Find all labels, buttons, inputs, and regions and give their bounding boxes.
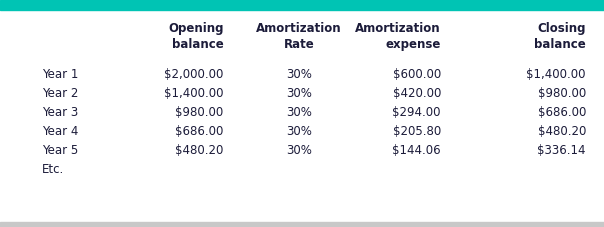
Text: Amortization
expense: Amortization expense xyxy=(355,22,441,51)
Text: Etc.: Etc. xyxy=(42,163,65,176)
Text: 30%: 30% xyxy=(286,125,312,138)
Text: Year 2: Year 2 xyxy=(42,87,79,100)
Text: $1,400.00: $1,400.00 xyxy=(526,68,586,81)
Text: Year 5: Year 5 xyxy=(42,144,79,157)
Text: Year 1: Year 1 xyxy=(42,68,79,81)
Text: $480.20: $480.20 xyxy=(175,144,223,157)
Text: $420.00: $420.00 xyxy=(393,87,441,100)
Bar xyxy=(0,222,604,227)
Text: 30%: 30% xyxy=(286,87,312,100)
Text: $294.00: $294.00 xyxy=(393,106,441,119)
Bar xyxy=(0,0,604,10)
Text: $686.00: $686.00 xyxy=(538,106,586,119)
Text: $2,000.00: $2,000.00 xyxy=(164,68,223,81)
Text: $144.06: $144.06 xyxy=(392,144,441,157)
Text: 30%: 30% xyxy=(286,68,312,81)
Text: $600.00: $600.00 xyxy=(393,68,441,81)
Text: Opening
balance: Opening balance xyxy=(168,22,223,51)
Text: 30%: 30% xyxy=(286,144,312,157)
Text: Year 3: Year 3 xyxy=(42,106,79,119)
Text: $980.00: $980.00 xyxy=(538,87,586,100)
Text: Year 4: Year 4 xyxy=(42,125,79,138)
Text: $480.20: $480.20 xyxy=(538,125,586,138)
Text: 30%: 30% xyxy=(286,106,312,119)
Text: $980.00: $980.00 xyxy=(175,106,223,119)
Text: $336.14: $336.14 xyxy=(538,144,586,157)
Text: $205.80: $205.80 xyxy=(393,125,441,138)
Text: $686.00: $686.00 xyxy=(175,125,223,138)
Text: Closing
balance: Closing balance xyxy=(534,22,586,51)
Text: Amortization
Rate: Amortization Rate xyxy=(256,22,342,51)
Text: $1,400.00: $1,400.00 xyxy=(164,87,223,100)
